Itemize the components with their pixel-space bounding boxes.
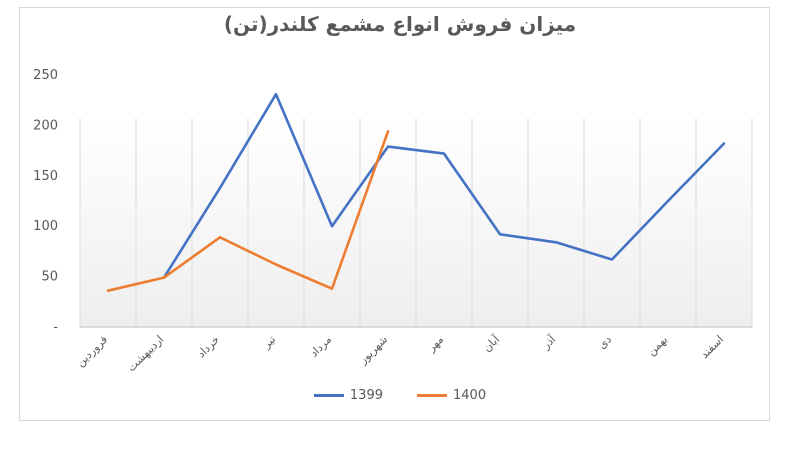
legend-label-1399: 1399 bbox=[349, 388, 383, 403]
y-tick-label: 200 bbox=[33, 118, 58, 133]
legend-swatch-1400 bbox=[417, 394, 447, 397]
legend-item-1399: 1399 bbox=[313, 388, 383, 403]
x-tick-label: مهر bbox=[424, 333, 446, 355]
y-tick-label: 100 bbox=[33, 219, 58, 234]
x-tick-label: مرداد bbox=[307, 333, 334, 360]
y-tick-label: 250 bbox=[33, 68, 58, 83]
y-tick-label: 150 bbox=[33, 169, 58, 184]
x-tick-label: آبان bbox=[480, 332, 503, 355]
legend-swatch-1399 bbox=[313, 394, 344, 397]
legend-item-1400: 1400 bbox=[417, 388, 486, 403]
x-tick-label: آذر bbox=[538, 332, 559, 353]
legend: 1399 1400 bbox=[0, 388, 800, 403]
chart-title: میزان فروش انواع مشمع کلندر(تن) bbox=[223, 12, 577, 36]
legend-label-1400: 1400 bbox=[453, 388, 487, 403]
x-tick-label: فروردین bbox=[74, 333, 110, 369]
x-tick-label: بهمن bbox=[645, 333, 670, 358]
x-tick-label: دی bbox=[595, 333, 614, 352]
x-tick-label: تیر bbox=[259, 333, 278, 352]
y-tick-label: 50 bbox=[41, 270, 58, 285]
series-line-1399 bbox=[162, 92, 726, 279]
y-tick-label: - bbox=[53, 320, 58, 335]
x-tick-label: خرداد bbox=[195, 333, 222, 360]
x-tick-label: اسفند bbox=[698, 333, 726, 361]
series-line-1400 bbox=[106, 130, 390, 292]
x-tick-label: اردیبهشت bbox=[125, 333, 166, 374]
x-tick-label: شهریور bbox=[356, 333, 390, 367]
